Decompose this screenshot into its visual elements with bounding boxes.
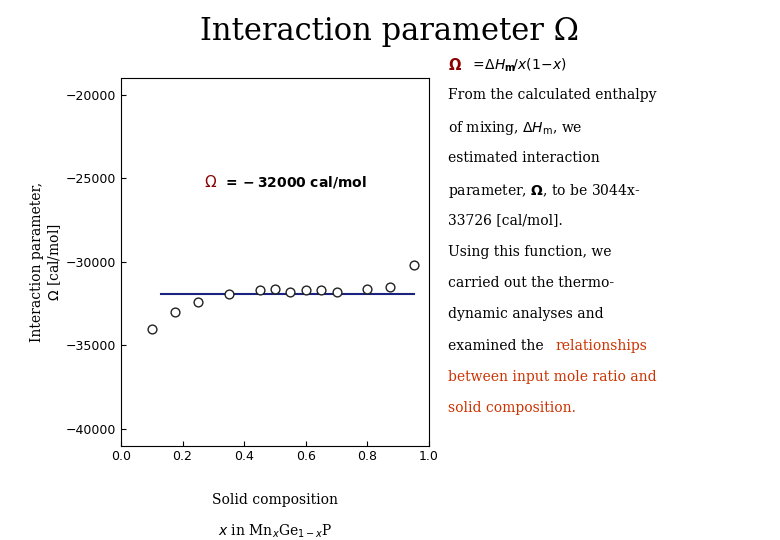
Text: $\mathbf{\Omega}$: $\mathbf{\Omega}$: [448, 57, 463, 73]
Text: Solid composition: Solid composition: [212, 493, 338, 507]
Text: between input mole ratio and: between input mole ratio and: [448, 370, 657, 384]
Point: [385, 282, 397, 291]
Text: $=\!\Delta\mathit{H}_{\mathbf{m}}\!/x(1\!-\!x)$: $=\!\Delta\mathit{H}_{\mathbf{m}}\!/x(1\…: [470, 57, 566, 74]
Point: [145, 325, 158, 333]
Text: examined the: examined the: [448, 339, 548, 353]
Text: dynamic analyses and: dynamic analyses and: [448, 307, 604, 321]
Point: [222, 289, 235, 298]
Text: Interaction parameter Ω: Interaction parameter Ω: [200, 16, 580, 47]
Text: parameter, $\mathbf{\Omega}$, to be 3044x-: parameter, $\mathbf{\Omega}$, to be 3044…: [448, 182, 641, 200]
Text: carried out the thermo-: carried out the thermo-: [448, 276, 615, 290]
Text: relationships: relationships: [555, 339, 647, 353]
Text: From the calculated enthalpy: From the calculated enthalpy: [448, 88, 657, 102]
Text: $\Omega$: $\Omega$: [204, 174, 217, 190]
Point: [407, 261, 420, 269]
Point: [361, 284, 374, 293]
Text: Using this function, we: Using this function, we: [448, 245, 612, 259]
Point: [254, 286, 266, 295]
Text: $x$ in Mn$_x$Ge$_{1-x}$P: $x$ in Mn$_x$Ge$_{1-x}$P: [218, 523, 332, 540]
Point: [300, 286, 312, 295]
Text: of mixing, $\Delta\mathit{H}_{\rm m}$, we: of mixing, $\Delta\mathit{H}_{\rm m}$, w…: [448, 119, 583, 137]
Text: solid composition.: solid composition.: [448, 401, 576, 415]
Text: estimated interaction: estimated interaction: [448, 151, 601, 165]
Point: [192, 298, 204, 306]
Point: [315, 286, 328, 295]
Point: [168, 308, 181, 316]
Point: [268, 284, 282, 293]
Point: [331, 288, 343, 296]
Text: 33726 [cal/mol].: 33726 [cal/mol].: [448, 213, 563, 227]
Point: [284, 288, 296, 296]
Y-axis label: Interaction parameter,
$\Omega$ [cal/mol]: Interaction parameter, $\Omega$ [cal/mol…: [30, 182, 63, 342]
Text: $\mathbf{=-32000\ cal/mol}$: $\mathbf{=-32000\ cal/mol}$: [222, 174, 367, 190]
